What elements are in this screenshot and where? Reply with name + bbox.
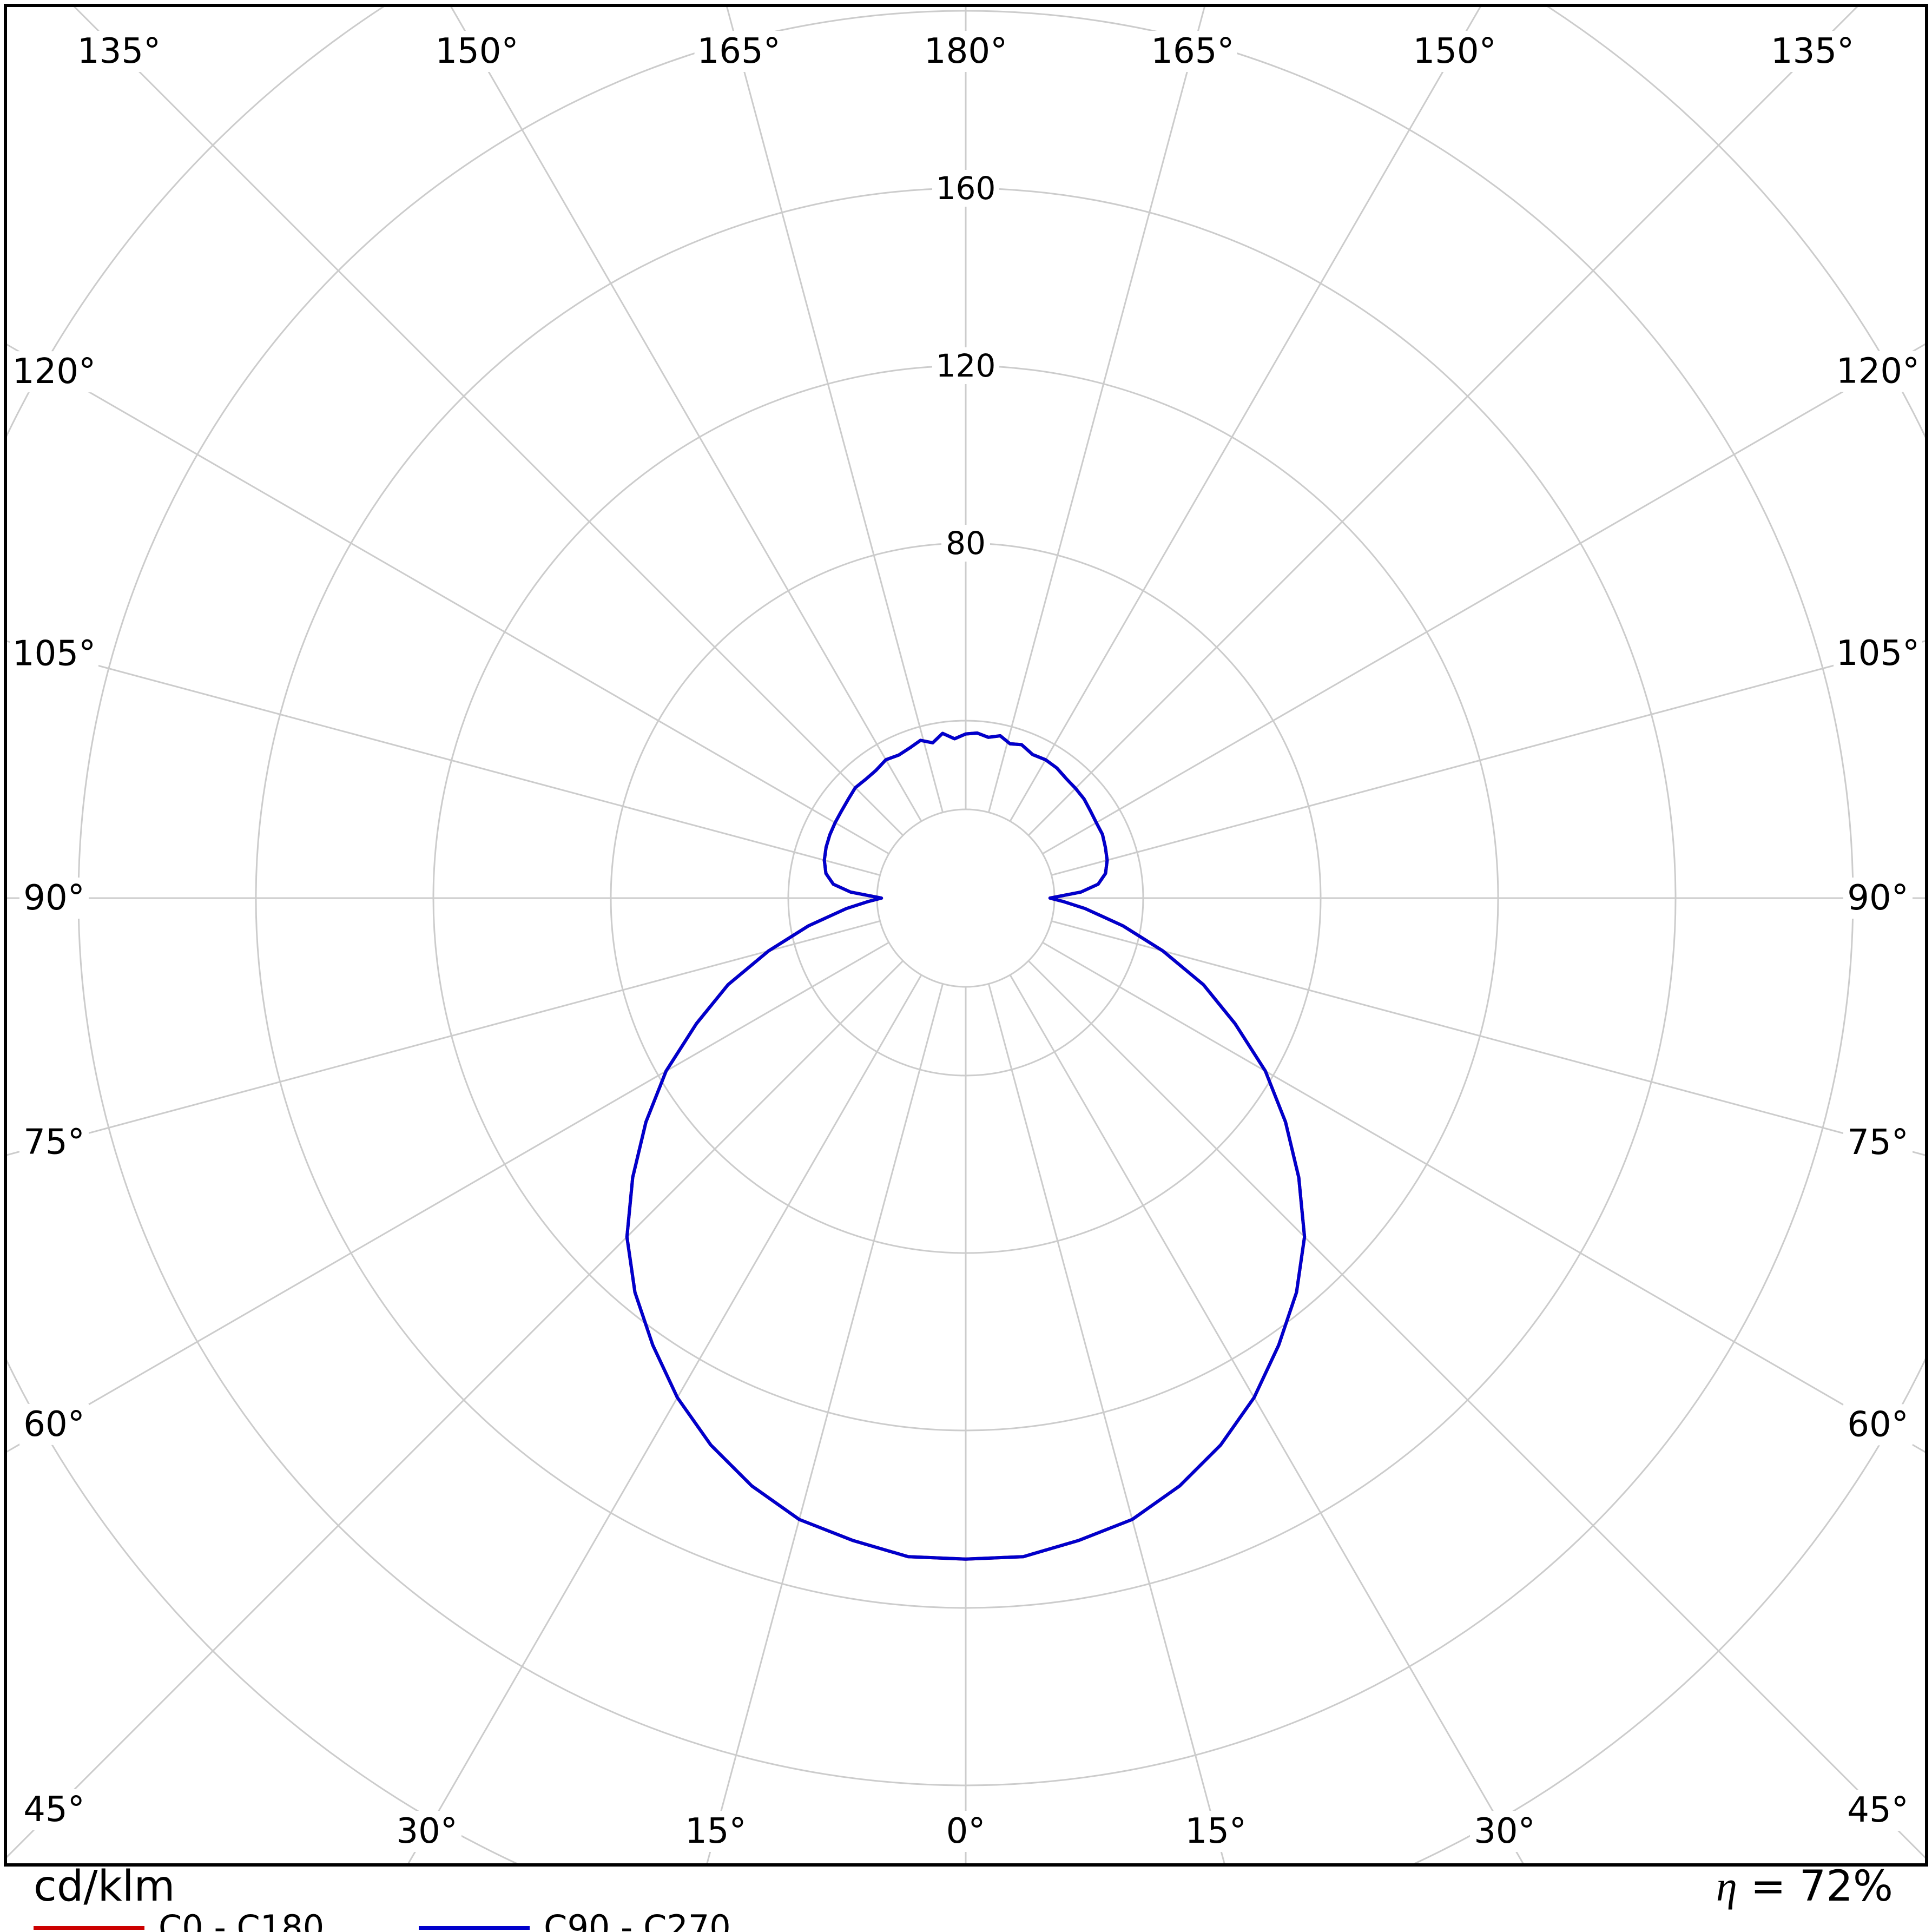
grid-radial-line xyxy=(987,7,1205,813)
grid-radial-line xyxy=(7,960,904,1858)
angle-label-bg xyxy=(941,1811,991,1852)
eta-symbol: η xyxy=(1716,1863,1737,1910)
angle-label: 120° xyxy=(1836,352,1920,392)
ring-label: 80 xyxy=(946,525,986,562)
angle-label-bg xyxy=(1843,1122,1913,1163)
grid-radial-line xyxy=(1027,960,1925,1859)
angle-label: 120° xyxy=(12,352,96,392)
efficiency-label: η = 72% xyxy=(1716,1865,1893,1908)
angle-label-bg xyxy=(1843,1404,1913,1446)
unit-label: cd/klm xyxy=(34,1862,175,1911)
ring-label-bg xyxy=(941,525,990,562)
grid-radial-line xyxy=(1051,640,1925,876)
angle-label: 45° xyxy=(23,1790,84,1830)
angle-label-bg xyxy=(694,31,783,72)
angle-label-bg xyxy=(432,31,522,72)
legend-line-blue xyxy=(419,1926,530,1930)
angle-label-bg xyxy=(19,878,89,919)
angle-label: 165° xyxy=(1151,31,1234,71)
angle-label: 135° xyxy=(1771,31,1854,71)
angle-label-bg xyxy=(19,1403,89,1445)
angle-label: 30° xyxy=(1474,1811,1535,1851)
angle-label-bg xyxy=(1834,633,1922,675)
angle-label-bg xyxy=(1834,351,1922,392)
angle-label: 60° xyxy=(23,1405,84,1445)
eta-value: = 72% xyxy=(1737,1862,1893,1911)
grid-radial-line xyxy=(706,984,944,1863)
angle-label: 75° xyxy=(23,1122,84,1162)
grid-radial-line xyxy=(7,640,880,876)
angle-label: 15° xyxy=(685,1811,746,1851)
angle-label-bg xyxy=(1843,1790,1913,1831)
chart-frame xyxy=(4,4,1928,1867)
angle-label: 150° xyxy=(1413,31,1496,71)
angle-label: 30° xyxy=(396,1811,457,1851)
grid-radial-line xyxy=(450,7,922,822)
grid-radial-line xyxy=(1042,941,1925,1453)
series-curve-c90-c270 xyxy=(625,731,1307,1561)
ring-label-bg xyxy=(932,347,999,384)
angle-label-bg xyxy=(10,351,98,393)
legend-line-red xyxy=(34,1926,144,1930)
grid-radial-line xyxy=(7,920,880,1156)
angle-label-bg xyxy=(1768,31,1857,72)
ring-label-bg xyxy=(932,170,999,207)
ring-labels: 80 120 160 xyxy=(932,170,999,562)
angle-label: 105° xyxy=(12,634,96,674)
ring-label: 160 xyxy=(936,170,996,207)
legend: C0 - C180 C90 - C270 xyxy=(34,1911,826,1932)
angle-label: 180° xyxy=(924,31,1007,71)
angle-label: 165° xyxy=(697,31,781,71)
grid-radial-line xyxy=(7,941,889,1453)
grid-radial-line xyxy=(1009,974,1524,1863)
angle-label: 15° xyxy=(1185,1811,1246,1851)
angle-label: 60° xyxy=(1847,1405,1908,1445)
grid-radial-line xyxy=(7,344,889,855)
grid-radial-line xyxy=(407,974,922,1863)
angle-label-bg xyxy=(921,31,1010,72)
grid-radial-line xyxy=(1051,920,1925,1156)
angle-label: 135° xyxy=(77,31,161,71)
ring-label: 120 xyxy=(936,347,996,384)
angle-labels: 0° 15° 15° 30° 30° 45° 45° 60° 60° 75° 75° 90° 90° 10… xyxy=(10,31,1922,1852)
legend-item-c90-c270: C90 - C270 xyxy=(419,1911,731,1932)
angle-label-bg xyxy=(1181,1811,1251,1852)
angle-label: 105° xyxy=(1836,634,1920,674)
angle-label: 45° xyxy=(1847,1790,1908,1830)
angle-label-bg xyxy=(681,1811,750,1852)
grid-radial-line xyxy=(73,7,904,836)
angle-label: 90° xyxy=(23,878,84,918)
angle-label-bg xyxy=(1410,31,1499,72)
grid-radial-line xyxy=(987,984,1225,1863)
legend-label: C0 - C180 xyxy=(159,1908,325,1932)
angle-label-bg xyxy=(19,1122,89,1163)
grid-radial-line xyxy=(726,7,944,813)
angle-label: 75° xyxy=(1847,1123,1908,1163)
grid-radial-line xyxy=(1042,343,1925,855)
angle-label-bg xyxy=(1469,1811,1539,1852)
legend-item-c0-c180: C0 - C180 xyxy=(34,1911,324,1932)
grid-radial-line xyxy=(1009,7,1481,822)
angle-label-bg xyxy=(1843,878,1913,919)
angle-label-bg xyxy=(19,1789,89,1830)
angle-label-bg xyxy=(75,31,163,72)
grid-inner-circle xyxy=(876,808,1056,988)
angle-label: 0° xyxy=(946,1811,986,1851)
angle-label-bg xyxy=(392,1811,462,1852)
angle-label: 90° xyxy=(1847,878,1908,918)
angle-label-bg xyxy=(10,633,98,675)
angle-label: 150° xyxy=(435,31,518,71)
angle-label-bg xyxy=(1148,31,1237,72)
legend-label: C90 - C270 xyxy=(544,1908,731,1932)
series-curves xyxy=(625,731,1307,1561)
